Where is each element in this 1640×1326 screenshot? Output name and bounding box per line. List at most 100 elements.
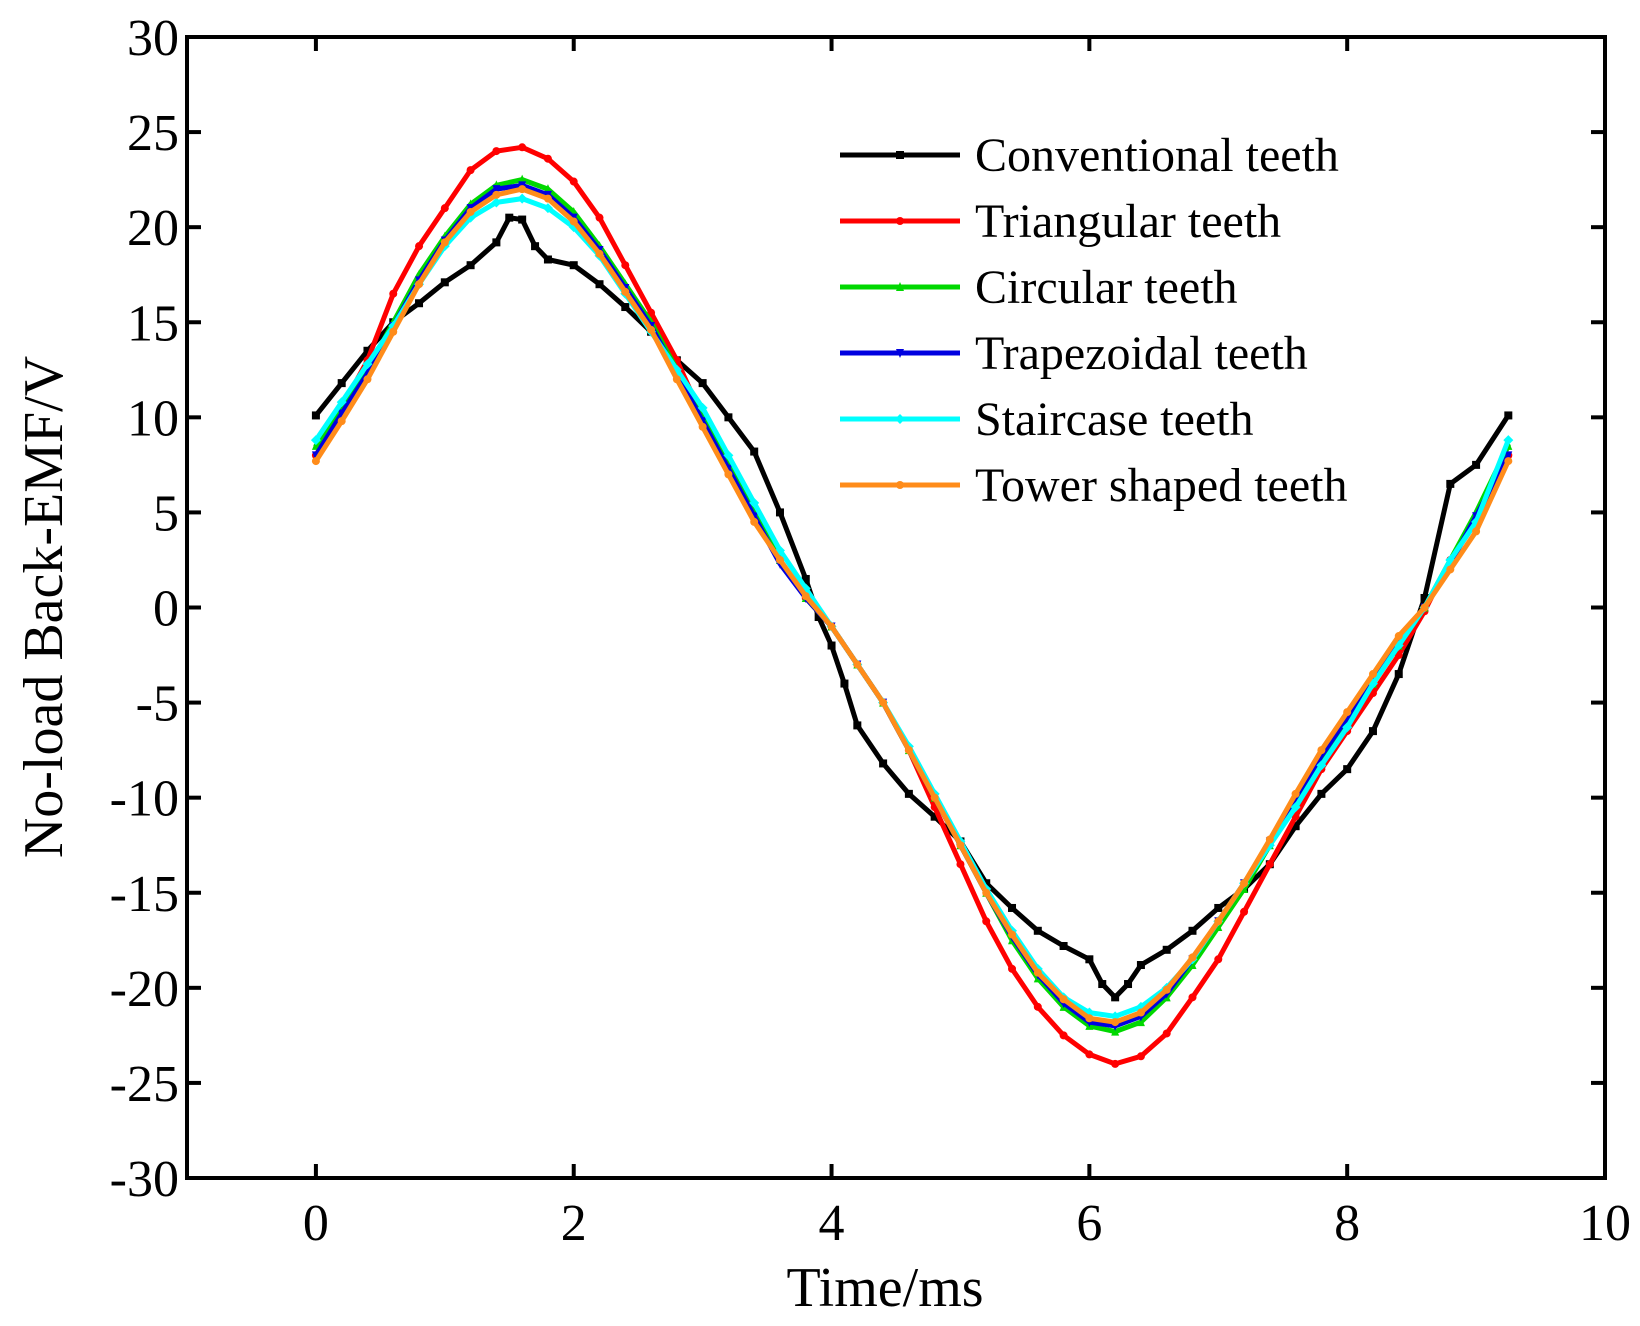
data-point (595, 213, 604, 222)
data-point (1343, 708, 1352, 717)
data-point (1136, 1017, 1145, 1027)
data-point (1504, 411, 1513, 420)
x-tick-label: 4 (819, 1195, 845, 1252)
data-point (1162, 1029, 1171, 1038)
data-point (1368, 670, 1377, 679)
y-tick-label: -20 (110, 961, 179, 1018)
data-point (723, 450, 734, 461)
data-point (1291, 789, 1300, 798)
data-point (750, 447, 759, 456)
data-point (595, 249, 604, 258)
y-tick-label: -15 (110, 866, 179, 923)
data-point (724, 413, 733, 422)
data-point (1420, 593, 1429, 602)
legend-item-triangular-teeth: Triangular teeth (840, 195, 1281, 248)
y-tick-label: 5 (153, 485, 179, 542)
data-point (492, 185, 501, 195)
data-point (518, 185, 527, 194)
x-tick-label: 6 (1076, 1195, 1102, 1252)
series-circular-teeth (311, 174, 1513, 1036)
data-point (775, 555, 784, 564)
y-tick-label: 25 (127, 105, 179, 162)
data-point (492, 190, 501, 199)
data-point (724, 470, 733, 479)
data-point (1085, 955, 1094, 964)
data-point (904, 789, 913, 798)
data-point (311, 411, 320, 420)
data-point (956, 860, 965, 869)
data-point (621, 303, 630, 312)
data-point (879, 759, 888, 768)
x-tick-label: 8 (1334, 1195, 1360, 1252)
y-tick-label: -25 (110, 1056, 179, 1113)
y-tick-label: 30 (127, 10, 179, 67)
data-point (814, 613, 823, 622)
data-point (1008, 903, 1017, 912)
data-point (904, 746, 913, 755)
y-tick-label: 10 (127, 390, 179, 447)
data-point (1446, 565, 1455, 574)
plot-frame (185, 35, 1607, 1180)
data-point (1111, 1018, 1120, 1027)
data-point (698, 422, 707, 431)
data-point (492, 147, 501, 156)
legend-marker (896, 282, 904, 291)
legend: Conventional teeth Triangular teeth Circul… (840, 129, 1348, 512)
data-point (827, 641, 836, 650)
legend-item-staircase-teeth: Staircase teeth (840, 393, 1254, 446)
data-point (337, 417, 346, 426)
data-point (543, 154, 552, 163)
legend-item-trapezoidal-teeth: Trapezoidal teeth (840, 327, 1308, 380)
data-point (827, 622, 836, 631)
series-trapezoidal-teeth (311, 181, 1513, 1031)
data-point (389, 327, 398, 336)
data-point (1291, 822, 1300, 831)
data-point (853, 660, 862, 669)
data-point (1162, 985, 1171, 994)
y-tick-label: 15 (127, 295, 179, 352)
series-line-tower-shaped-teeth (313, 186, 1511, 1025)
data-point (1136, 961, 1145, 970)
data-point (1342, 722, 1353, 733)
data-point (466, 166, 475, 175)
legend-marker (895, 414, 905, 424)
data-point (569, 217, 578, 226)
data-point (389, 289, 398, 298)
data-point (1420, 603, 1429, 612)
data-point (1008, 964, 1017, 973)
data-point (840, 679, 849, 688)
legend-label: Trapezoidal teeth (975, 327, 1308, 380)
data-point (311, 457, 320, 466)
data-point (750, 517, 759, 526)
data-point (1162, 945, 1171, 954)
legend-item-conventional-teeth: Conventional teeth (840, 129, 1339, 182)
data-point (1136, 1052, 1145, 1061)
y-tick-label: -10 (110, 771, 179, 828)
data-point (505, 213, 514, 222)
data-point (1240, 879, 1249, 888)
data-point (1033, 1002, 1042, 1011)
data-point (415, 280, 424, 289)
legend-item-circular-teeth: Circular teeth (840, 261, 1238, 314)
legend-label: Tower shaped teeth (975, 459, 1348, 512)
data-point (440, 278, 449, 287)
series-tower-shaped-teeth (311, 185, 1513, 1027)
data-point (1240, 907, 1249, 916)
legend-marker (896, 151, 904, 159)
data-point (1188, 926, 1197, 935)
data-point (982, 917, 991, 926)
data-point (1472, 460, 1481, 469)
data-point (1111, 1026, 1120, 1036)
data-point (1033, 926, 1042, 935)
data-point (982, 888, 991, 897)
data-point (1317, 746, 1326, 755)
data-point (337, 409, 346, 419)
data-point (1265, 835, 1274, 844)
data-point (1240, 883, 1249, 893)
data-point (1059, 941, 1068, 950)
legend-label: Staircase teeth (975, 393, 1254, 446)
data-point (1317, 789, 1326, 798)
data-point (1059, 1031, 1068, 1040)
data-point (930, 812, 939, 821)
data-point (879, 698, 888, 707)
